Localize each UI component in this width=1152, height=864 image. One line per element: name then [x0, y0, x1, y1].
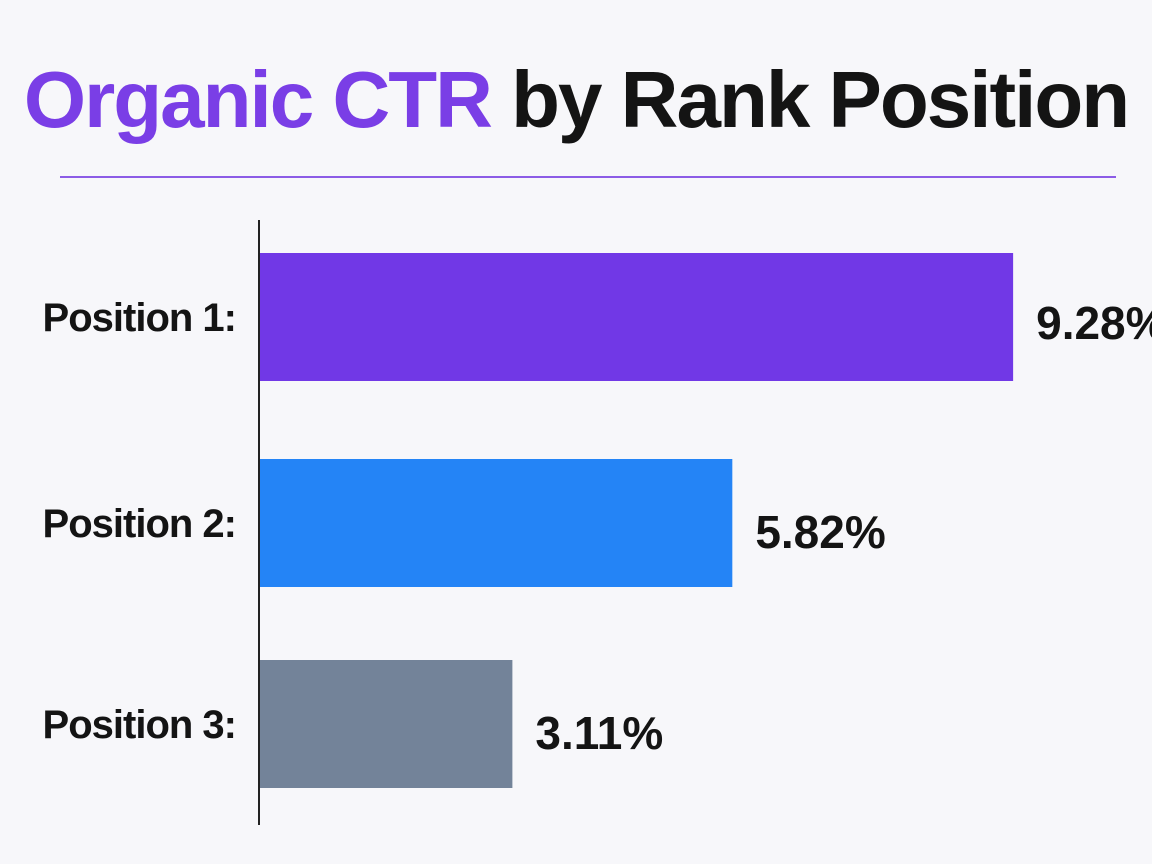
bar: [260, 660, 513, 788]
value-label: 9.28%: [1036, 297, 1152, 349]
bar: [260, 253, 1014, 381]
bar: [260, 459, 733, 587]
category-label: Position 2:: [43, 502, 236, 546]
category-label: Position 3:: [43, 703, 236, 747]
value-label: 5.82%: [755, 506, 885, 558]
title-divider: [60, 176, 1116, 178]
category-label: Position 1:: [43, 296, 236, 340]
title-accent: Organic CTR: [23, 55, 493, 144]
chart-title: Organic CTR by Rank Position: [0, 50, 1152, 150]
value-label: 3.11%: [535, 707, 663, 759]
title-rest: by Rank Position: [511, 55, 1130, 144]
